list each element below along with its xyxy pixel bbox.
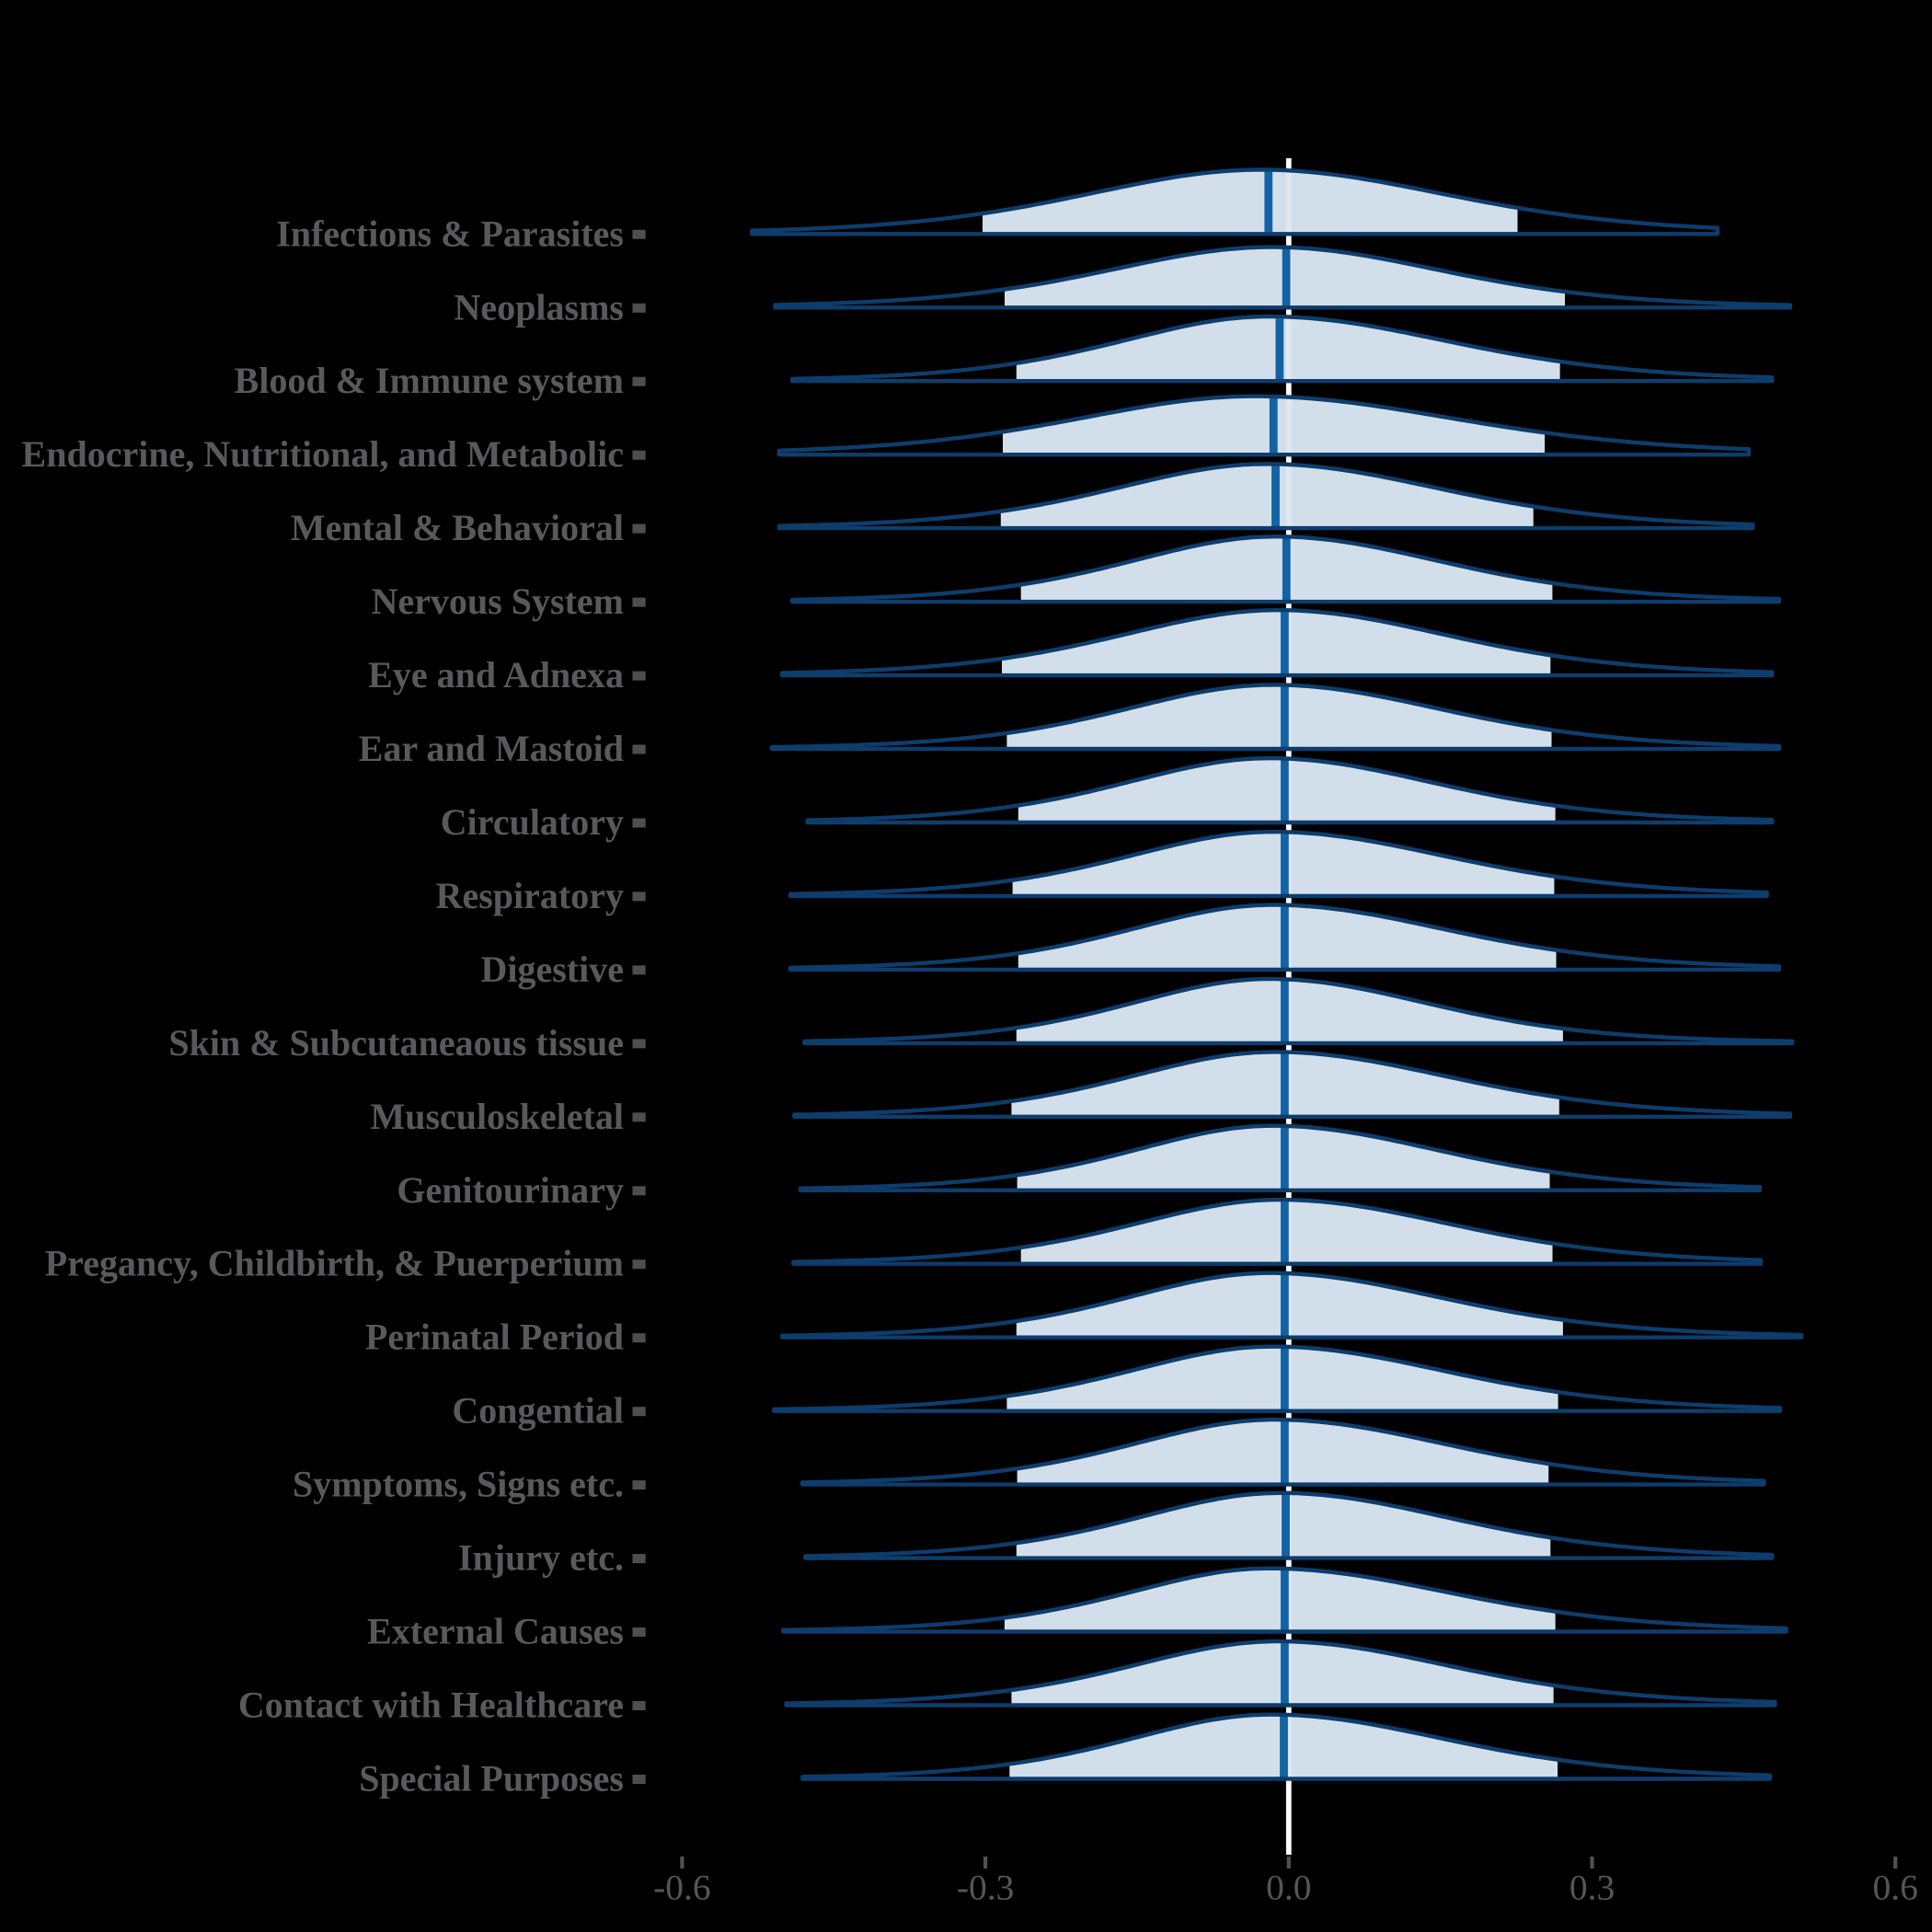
svg-text:Circulatory: Circulatory xyxy=(441,801,624,843)
svg-text:0.0: 0.0 xyxy=(1266,1868,1311,1908)
svg-text:Blood & Immune system: Blood & Immune system xyxy=(235,360,624,401)
svg-text:External Causes: External Causes xyxy=(367,1611,624,1652)
svg-text:Nervous System: Nervous System xyxy=(372,581,624,622)
svg-text:Infections & Parasites: Infections & Parasites xyxy=(276,213,624,254)
svg-text:-0.3: -0.3 xyxy=(957,1868,1015,1908)
svg-text:Special Purposes: Special Purposes xyxy=(359,1758,624,1800)
svg-text:Symptoms, Signs etc.: Symptoms, Signs etc. xyxy=(293,1464,624,1505)
svg-text:Contact with Healthcare: Contact with Healthcare xyxy=(238,1685,624,1726)
svg-text:Musculoskeletal: Musculoskeletal xyxy=(370,1096,624,1137)
svg-text:Endocrine, Nutritional, and Me: Endocrine, Nutritional, and Metabolic xyxy=(22,433,624,475)
svg-text:-0.6: -0.6 xyxy=(653,1868,711,1908)
svg-text:Genitourinary: Genitourinary xyxy=(397,1169,624,1211)
svg-text:Mental & Behavioral: Mental & Behavioral xyxy=(291,507,624,548)
svg-text:Respiratory: Respiratory xyxy=(436,875,624,916)
svg-text:Neoplasms: Neoplasms xyxy=(454,286,624,328)
svg-text:Perinatal Period: Perinatal Period xyxy=(365,1317,624,1358)
svg-text:Digestive: Digestive xyxy=(480,949,624,990)
svg-text:0.6: 0.6 xyxy=(1873,1868,1918,1908)
svg-text:0.3: 0.3 xyxy=(1570,1868,1615,1908)
svg-text:Pregancy, Childbirth, & Puerpe: Pregancy, Childbirth, & Puerperium xyxy=(45,1243,624,1284)
svg-text:Ear and Mastoid: Ear and Mastoid xyxy=(359,728,624,769)
svg-text:Injury etc.: Injury etc. xyxy=(458,1537,624,1579)
svg-text:Congential: Congential xyxy=(452,1390,624,1432)
svg-text:Eye and Adnexa: Eye and Adnexa xyxy=(368,654,624,696)
svg-text:Skin & Subcutaneaous tissue: Skin & Subcutaneaous tissue xyxy=(168,1022,624,1064)
